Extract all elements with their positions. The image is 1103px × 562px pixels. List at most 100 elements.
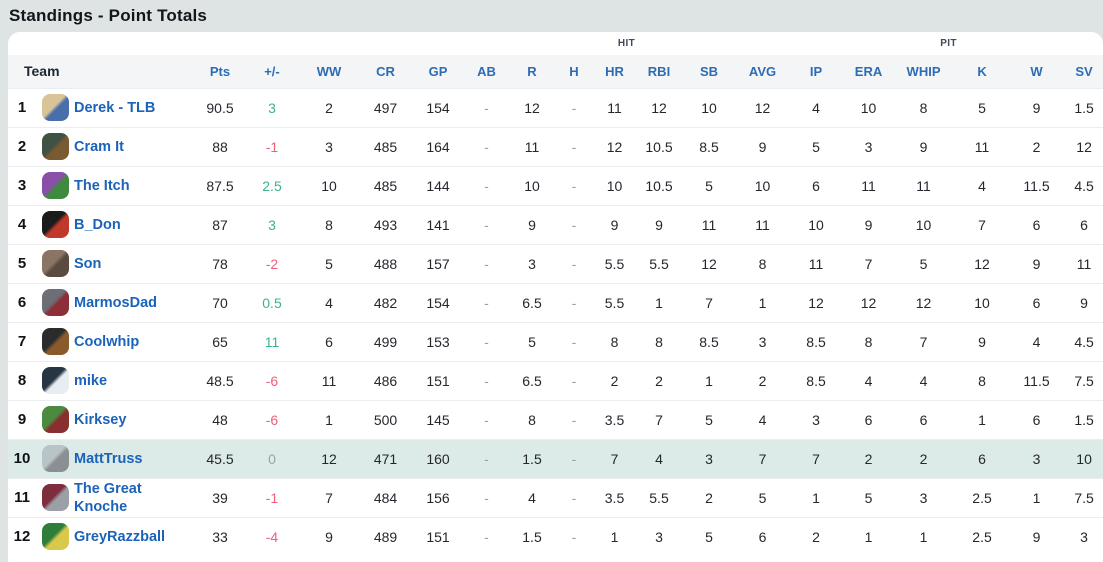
stat-cell-cr: 486 xyxy=(373,372,398,389)
stat-cell-k: 11 xyxy=(974,138,990,155)
column-header-whip[interactable]: WHIP xyxy=(895,55,953,88)
stat-cell-h: - xyxy=(571,177,577,194)
table-row: 1 Derek - TLB 90.5 3 2 497 154 - 12 - 11 12 10 12 4 10 8… xyxy=(8,88,1103,127)
stat-cell-delta: 0.5 xyxy=(262,294,282,311)
stat-cell-h: - xyxy=(571,489,577,506)
stat-cell-w: 9 xyxy=(1032,255,1041,272)
stat-cell-ip: 12 xyxy=(808,294,824,311)
rank-number: 3 xyxy=(17,177,27,194)
column-header-cr[interactable]: CR xyxy=(358,55,413,88)
stat-cell-ip: 8.5 xyxy=(806,372,826,389)
stat-cell-w: 6 xyxy=(1032,411,1041,428)
table-row: 7 Coolwhip 65 11 6 499 153 - 5 - 8 8 8.5 3 8.5 8 7 9 4 4.5 xyxy=(8,322,1103,361)
team-name-link[interactable]: Cram It xyxy=(74,138,124,155)
stat-cell-whip: 4 xyxy=(919,372,928,389)
stat-cell-k: 10 xyxy=(974,294,990,311)
stat-cell-cr: 484 xyxy=(373,489,398,506)
stat-cell-ip: 1 xyxy=(812,489,820,506)
stat-cell-gp: 154 xyxy=(426,294,450,311)
stat-cell-r: 10 xyxy=(524,177,540,194)
column-header-delta[interactable]: +/- xyxy=(244,55,300,88)
team-name-link[interactable]: Coolwhip xyxy=(74,333,140,350)
stat-cell-sv: 4.5 xyxy=(1074,333,1094,350)
standings-body: 1 Derek - TLB 90.5 3 2 497 154-12-11 12 10 12 4 10 8… xyxy=(8,88,1103,556)
team-column-header[interactable]: Team xyxy=(8,55,196,88)
stat-cell-pts: 33 xyxy=(212,528,228,545)
stat-cell-avg: 2 xyxy=(758,372,767,389)
stat-cell-gp: 164 xyxy=(426,138,450,155)
stat-cell-era: 6 xyxy=(864,411,873,428)
stat-cell-ip: 6 xyxy=(812,177,820,194)
team-name-link[interactable]: Kirksey xyxy=(74,411,127,428)
stat-cell-k: 7 xyxy=(978,216,986,233)
column-header-avg[interactable]: AVG xyxy=(735,55,791,88)
stat-cell-ab: - xyxy=(484,216,489,233)
column-header-r[interactable]: R xyxy=(510,55,554,88)
column-header-hr[interactable]: HR xyxy=(594,55,635,88)
column-header-sb[interactable]: SB xyxy=(683,55,735,88)
column-header-ab[interactable]: AB xyxy=(463,55,510,88)
team-name-link[interactable]: mike xyxy=(74,372,108,389)
stat-cell-r: 1.5 xyxy=(522,450,542,467)
stat-cell-whip: 12 xyxy=(915,294,932,311)
team-avatar xyxy=(41,484,69,511)
column-header-ip[interactable]: IP xyxy=(790,55,843,88)
stat-cell-sb: 8.5 xyxy=(699,138,719,155)
stat-cell-ww: 8 xyxy=(325,216,333,233)
stat-cell-rbi: 5.5 xyxy=(649,489,669,506)
team-name-link[interactable]: Derek - TLB xyxy=(74,99,156,116)
team-avatar xyxy=(41,172,69,199)
stat-cell-rbi: 4 xyxy=(655,450,663,467)
column-header-k[interactable]: K xyxy=(952,55,1013,88)
column-header-w[interactable]: W xyxy=(1012,55,1062,88)
column-header-ww[interactable]: WW xyxy=(300,55,358,88)
stat-cell-sb: 7 xyxy=(705,294,713,311)
team-name-link[interactable]: MarmosDad xyxy=(74,294,157,311)
stat-cell-pts: 48 xyxy=(212,411,228,428)
stat-cell-k: 9 xyxy=(978,333,986,350)
stat-cell-avg: 1 xyxy=(758,294,767,311)
stat-cell-rbi: 10.5 xyxy=(645,138,673,155)
stat-cell-sv: 3 xyxy=(1080,528,1088,545)
table-row: 11 The Great Knoche 39 -1 7 484 156-4-3.5 5.5 2 5… xyxy=(8,478,1103,517)
team-name-link[interactable]: Son xyxy=(74,255,102,272)
team-name-link[interactable]: The Great Knoche xyxy=(74,480,142,515)
stat-cell-whip: 10 xyxy=(915,216,932,233)
stat-cell-era: 10 xyxy=(860,99,877,116)
stat-cell-cr: 497 xyxy=(373,99,398,116)
column-header-pts[interactable]: Pts xyxy=(196,55,244,88)
column-header-h[interactable]: H xyxy=(554,55,594,88)
stat-cell-delta: -2 xyxy=(265,255,279,272)
column-header-gp[interactable]: GP xyxy=(413,55,463,88)
column-header-sv[interactable]: SV xyxy=(1061,55,1103,88)
stat-cell-era: 9 xyxy=(864,216,873,233)
stat-cell-ww: 10 xyxy=(321,177,337,194)
team-name-link[interactable]: B_Don xyxy=(74,216,121,233)
team-avatar xyxy=(41,328,69,355)
stat-cell-rbi: 1 xyxy=(655,294,663,311)
stat-cell-r: 8 xyxy=(528,411,536,428)
standings-card: HIT PIT Team Pts +/- WW CR GP AB R H HR RBI SB AVG IP E… xyxy=(8,32,1103,562)
stat-cell-delta: -1 xyxy=(265,489,279,506)
team-name-link[interactable]: MattTruss xyxy=(74,450,143,467)
stat-cell-sv: 6 xyxy=(1080,216,1088,233)
stat-cell-cr: 485 xyxy=(373,138,398,155)
team-avatar xyxy=(41,250,69,277)
stat-cell-avg: 5 xyxy=(758,489,767,506)
team-name-link[interactable]: The Itch xyxy=(74,177,130,194)
stat-cell-w: 9 xyxy=(1032,99,1041,116)
team-name-link[interactable]: GreyRazzball xyxy=(74,528,166,545)
stat-cell-whip: 6 xyxy=(919,411,928,428)
column-header-rbi[interactable]: RBI xyxy=(635,55,683,88)
stat-cell-k: 8 xyxy=(978,372,986,389)
stat-cell-hr: 11 xyxy=(607,99,622,116)
stat-cell-delta: -6 xyxy=(265,411,279,428)
column-header-era[interactable]: ERA xyxy=(842,55,896,88)
stat-cell-whip: 8 xyxy=(919,99,928,116)
stat-cell-ab: - xyxy=(484,411,489,428)
column-header-row: Team Pts +/- WW CR GP AB R H HR RBI SB AVG IP ERA WHIP K… xyxy=(8,55,1103,88)
stat-cell-avg: 8 xyxy=(758,255,767,272)
stat-cell-sv: 1.5 xyxy=(1074,99,1094,116)
stat-cell-era: 5 xyxy=(864,489,873,506)
stat-cell-hr: 5.5 xyxy=(604,294,625,311)
